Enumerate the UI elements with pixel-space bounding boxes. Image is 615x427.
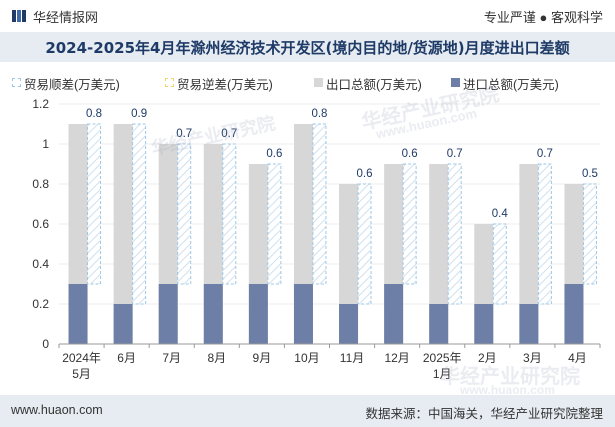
y-tick-label: 1: [42, 137, 49, 151]
surplus-bar: [177, 143, 192, 285]
import-bar: [293, 284, 313, 344]
surplus-data-label: 0.6: [266, 148, 282, 160]
surplus-bar: [87, 123, 102, 285]
watermark-text-3: 华经产业研究院: [440, 366, 580, 388]
y-tick-label: 0.4: [32, 257, 49, 271]
legend-swatch-import: [451, 78, 460, 87]
y-tick-label: 1.2: [32, 97, 49, 111]
surplus-data-label: 0.7: [537, 148, 553, 160]
surplus-data-label: 0.6: [402, 148, 418, 160]
surplus-bar: [222, 143, 237, 285]
x-tick-label: 12月: [384, 351, 409, 365]
import-bar: [203, 284, 223, 344]
x-tick-label: 11月: [340, 351, 364, 365]
export-bar: [429, 164, 449, 344]
export-bar: [519, 164, 539, 344]
surplus-data-label: 0.7: [176, 128, 192, 140]
legend-label-export: 出口总额(万美元): [326, 78, 422, 92]
import-bar: [429, 304, 449, 344]
surplus-data-label: 0.6: [357, 168, 373, 180]
surplus-data-label: 0.8: [86, 108, 102, 120]
surplus-bar: [492, 223, 507, 305]
x-tick-label: 2025年: [423, 351, 462, 365]
surplus-data-label: 0.5: [582, 168, 598, 180]
import-bar: [113, 304, 133, 344]
chart-title: 2024-2025年4月年滁州经济技术开发区(境内目的地/货源地)月度进出口差额: [45, 39, 570, 57]
x-tick-label: 8月: [207, 351, 226, 365]
surplus-bar: [447, 163, 462, 305]
watermark-url-2: www.huaon.com: [460, 383, 555, 397]
x-tick-label: 2月: [478, 351, 497, 365]
surplus-bar: [267, 163, 282, 285]
x-tick-label: 6月: [117, 351, 136, 365]
x-tick-label: 4月: [568, 351, 587, 365]
footer-bar: www.huaon.com 数据来源：中国海关，华经产业研究院整理: [0, 395, 615, 427]
x-tick-label: 10月: [294, 351, 319, 365]
surplus-bar: [312, 123, 327, 285]
export-bar: [113, 124, 133, 344]
legend-label-import: 进口总额(万美元): [463, 78, 559, 92]
legend-label-deficit: 贸易逆差(万美元): [177, 78, 273, 92]
surplus-bar: [537, 163, 552, 305]
title-bar: 2024-2025年4月年滁州经济技术开发区(境内目的地/货源地)月度进出口差额: [0, 32, 615, 62]
surplus-data-label: 0.7: [447, 148, 463, 160]
import-bar: [339, 304, 359, 344]
legend-swatch-export: [314, 78, 323, 87]
slogan: 专业严谨 ● 客观科学: [483, 10, 603, 25]
x-tick-label: 9月: [253, 351, 272, 365]
legend-swatch-deficit: [165, 78, 174, 87]
surplus-bar: [582, 183, 597, 285]
legend-label-surplus: 贸易顺差(万美元): [24, 78, 120, 92]
x-tick-label: 5月: [72, 367, 91, 381]
x-tick-label: 3月: [523, 351, 542, 365]
surplus-bar: [132, 123, 147, 305]
brand-name: 华经情报网: [33, 10, 99, 25]
import-bar: [564, 284, 584, 344]
x-tick-label: 7月: [162, 351, 181, 365]
import-bar: [158, 284, 178, 344]
import-bar: [384, 284, 404, 344]
surplus-data-label: 0.8: [311, 108, 327, 120]
legend-swatch-surplus: [12, 78, 21, 87]
surplus-data-label: 0.4: [492, 208, 509, 220]
x-tick-label: 2024年: [62, 351, 101, 365]
import-bar: [519, 304, 539, 344]
chart-plot: 0.8 0.9 0.7 0.7 0.6 0.8 0.6 0.6 0.7 0.4 0.7 0.5 0 0.…: [32, 97, 601, 381]
y-tick-label: 0: [42, 337, 49, 351]
chart-legend: 贸易顺差(万美元) 贸易逆差(万美元) 出口总额(万美元) 进口总额(万美元): [0, 70, 615, 94]
surplus-data-label: 0.7: [221, 128, 237, 140]
x-tick-label: 1月: [433, 367, 452, 381]
import-bar: [68, 284, 88, 344]
y-tick-label: 0.6: [32, 217, 49, 231]
footer-site: www.huaon.com: [11, 403, 103, 417]
top-bar: 华经情报网 专业严谨 ● 客观科学: [0, 0, 615, 32]
huajing-logo-icon: [12, 10, 26, 22]
import-bar: [474, 304, 494, 344]
surplus-bar: [402, 163, 417, 285]
y-tick-label: 0.8: [32, 177, 49, 191]
footer-source: 数据来源：中国海关，华经产业研究院整理: [365, 407, 603, 421]
surplus-bar: [357, 183, 372, 305]
y-tick-label: 0.2: [32, 297, 49, 311]
surplus-data-label: 0.9: [131, 108, 147, 120]
import-bar: [248, 284, 268, 344]
